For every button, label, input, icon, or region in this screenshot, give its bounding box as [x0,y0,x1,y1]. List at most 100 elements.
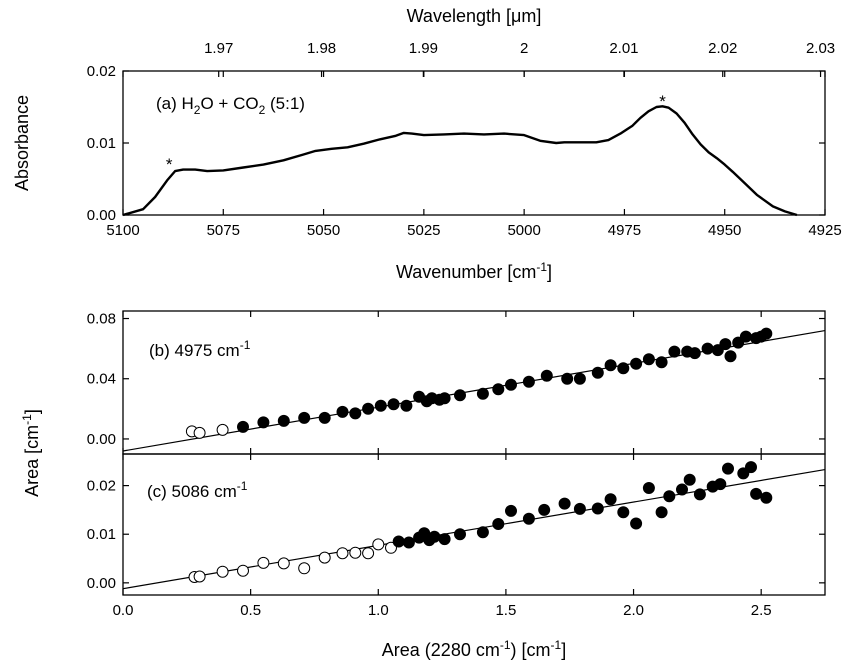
filled-data-point [655,506,668,519]
filled-data-point [257,416,270,429]
band-markers: ** [166,92,666,174]
filled-data-point [688,347,701,360]
top-tick-label: 2 [520,40,528,57]
filled-data-point [617,506,630,519]
filled-data-point [237,420,249,433]
filled-data-point [722,462,734,475]
filled-data-point [454,389,466,402]
x-tick-label: 5000 [507,222,540,239]
filled-data-point [428,530,441,543]
panel-a: Wavelength [μm] 1.97 1.98 1.99 2 2.01 2.02 2.0… [12,6,842,282]
y-tick-label: 0.08 [87,311,116,328]
x-tick-label: 0.5 [240,602,261,619]
filled-data-point [318,411,331,424]
x-tick-label: 1.0 [368,602,389,619]
filled-data-point [349,407,362,420]
filled-data-point [604,493,617,506]
filled-data-point [476,387,489,400]
filled-data-point [745,461,757,474]
filled-data-point [336,405,349,418]
x-tick-label: 2.0 [623,602,644,619]
x-tick-label: 1.5 [495,602,516,619]
filled-data-point [760,327,773,340]
x-tick-label: 4975 [608,222,641,239]
y-tick-label: 0.00 [87,207,116,224]
filled-data-point [663,490,676,503]
open-data-point [193,426,206,439]
filled-data-point [701,342,714,355]
filled-data-point [387,398,400,411]
filled-data-point [438,533,451,546]
y-tick-label: 0.00 [87,431,116,448]
absorbance-spectrum-line [122,105,798,217]
filled-data-point [573,372,586,385]
top-tick-label: 1.99 [409,40,438,57]
filled-data-point [362,402,375,415]
filled-data-point [522,512,535,525]
filled-data-point [655,356,668,369]
y-tick-label: 0.01 [87,135,116,152]
panel-b-plot [122,327,826,452]
filled-data-point [737,467,750,480]
y-tick-label: 0.02 [87,63,116,80]
y-tick-label: 0.02 [87,478,116,495]
y-tick-label: 0.00 [87,575,116,592]
x-tick-label: 2.5 [751,602,772,619]
filled-data-point [540,369,553,382]
filled-data-point [760,491,773,504]
filled-data-point [719,338,732,351]
y-tick-label: 0.01 [87,526,116,543]
filled-data-point [604,359,617,372]
filled-data-point [693,488,706,501]
band-marker: * [659,92,666,111]
panel-a-label: (a) H2O + CO2 (5:1) [156,94,305,117]
filled-data-point [750,487,763,500]
filled-data-point [642,353,655,366]
x-tick-label: 4950 [708,222,741,239]
panel-c-label: (c) 5086 cm-1 [147,479,248,501]
y-tick-label: 0.04 [87,371,116,388]
open-data-point [298,562,311,575]
filled-data-point [522,375,535,388]
open-data-point [193,570,206,583]
panel-a-x-ticks: 5100 5075 5050 5025 5000 4975 4950 4925 [106,71,842,239]
x-tick-label: 5050 [307,222,340,239]
open-data-point [216,565,229,578]
filled-data-point [617,362,630,375]
filled-data-point [591,502,604,515]
x-tick-label: 5025 [407,222,440,239]
filled-data-point [454,528,466,541]
panel-b-y-ticks: 0.00 0.04 0.08 [87,311,825,448]
open-data-point [362,547,375,560]
top-tick-label: 2.02 [708,40,737,57]
filled-data-point [492,518,505,530]
filled-data-point [277,414,290,427]
top-tick-label: 2.01 [609,40,638,57]
filled-data-point [505,378,517,391]
top-tick-label: 1.98 [307,40,336,57]
filled-data-point [402,536,415,549]
panel-b-label: (b) 4975 cm-1 [149,338,251,360]
filled-data-point [739,330,752,343]
panel-a-y-ticks: 0.00 0.01 0.02 [87,63,825,224]
filled-data-point [492,383,505,396]
filled-data-point [676,483,688,496]
filled-data-point [558,497,571,510]
filled-data-point [573,502,586,515]
open-data-point [349,546,362,559]
panel-c-plot [122,461,826,590]
panel-c-frame [122,453,826,596]
filled-data-point [683,473,696,486]
filled-data-point [642,482,655,494]
panel-c-x-axis-title: Area (2280 cm-1) [cm-1] [382,638,566,660]
x-tick-label: 5075 [207,222,240,239]
panel-c-y-ticks: 0.00 0.01 0.02 [87,478,825,592]
filled-data-point [630,357,643,370]
filled-data-point [668,345,681,358]
filled-data-point [714,478,727,491]
open-data-point [216,423,229,436]
filled-data-point [505,504,517,517]
open-data-point [318,551,331,564]
open-data-point [372,538,385,551]
